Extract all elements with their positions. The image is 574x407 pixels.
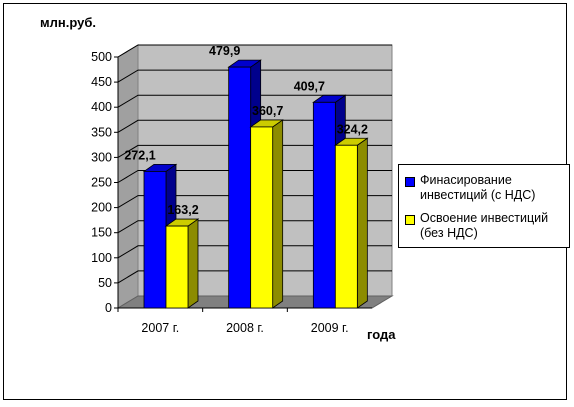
bar-side (357, 138, 367, 308)
y-tick-labels: 0 50 100 150 200 250 300 350 400 450 500 (91, 50, 118, 315)
bar-front (335, 145, 357, 308)
legend-swatch-yellow (405, 215, 415, 225)
legend-item-development: Освоение инвестиций (без НДС) (405, 211, 570, 241)
bar-front (313, 102, 335, 308)
y-tick-label: 50 (98, 276, 112, 290)
y-axis-title: млн.руб. (40, 15, 96, 30)
legend-label-development: Освоение инвестиций (без НДС) (420, 211, 570, 241)
y-tick-label: 250 (91, 176, 112, 190)
x-tick-label: 2009 г. (311, 321, 349, 335)
bar-front (144, 171, 166, 308)
x-tick-label: 2007 г. (141, 321, 179, 335)
y-tick-label: 500 (91, 50, 112, 64)
x-tick-label: 2008 г. (226, 321, 264, 335)
y-tick-label: 300 (91, 150, 112, 164)
bar-side (273, 120, 283, 308)
bar-front (251, 127, 273, 308)
legend-swatch-blue (405, 177, 415, 187)
bar-development (166, 219, 198, 308)
y-tick-label: 200 (91, 201, 112, 215)
data-label: 479,9 (209, 44, 240, 58)
bar-development (335, 138, 367, 308)
bar-front (166, 226, 188, 308)
bar-side (188, 219, 198, 308)
data-label: 163,2 (167, 203, 198, 217)
y-tick-label: 100 (91, 251, 112, 265)
y-tick-label: 350 (91, 125, 112, 139)
data-label: 324,2 (337, 122, 368, 136)
bar-development (251, 120, 283, 308)
y-tick-label: 400 (91, 100, 112, 114)
bar-front (229, 67, 251, 308)
legend-item-financing: Финасирование инвестиций (с НДС) (405, 173, 570, 203)
y-tick-label: 150 (91, 226, 112, 240)
chart-frame: 0 50 100 150 200 250 300 350 400 450 500 млн.руб. го… (3, 3, 567, 400)
data-label: 272,1 (124, 148, 155, 162)
data-label: 360,7 (252, 104, 283, 118)
x-axis-title: года (367, 327, 396, 342)
y-tick-label: 450 (91, 75, 112, 89)
y-tick-label: 0 (105, 301, 112, 315)
x-tick-labels: 2007 г. 2008 г. 2009 г. (118, 308, 349, 335)
data-label: 409,7 (294, 79, 325, 93)
legend-label-financing: Финасирование инвестиций (с НДС) (420, 173, 570, 203)
chart-legend: Финасирование инвестиций (с НДС) Освоени… (398, 164, 570, 248)
